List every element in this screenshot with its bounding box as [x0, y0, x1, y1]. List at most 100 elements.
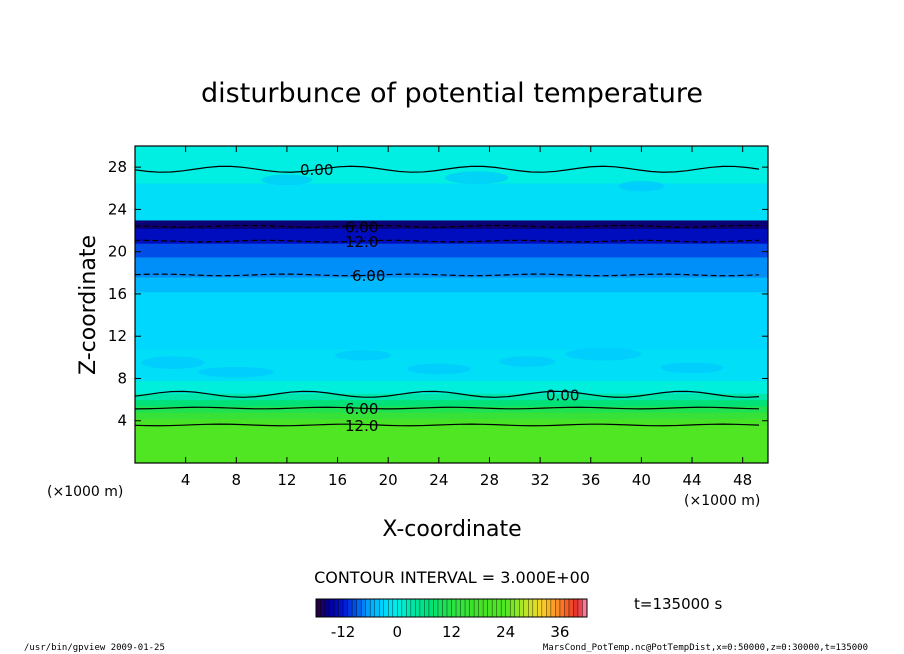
y-tick-label: 24 — [108, 200, 127, 218]
colorbar-cell — [388, 599, 394, 617]
y-axis-ticks: 4 8 12 16 20 24 28 — [108, 158, 768, 430]
colorbar-cell — [415, 599, 421, 617]
colorbar-cell — [523, 599, 529, 617]
band-0 — [135, 424, 768, 463]
band-10 — [135, 256, 768, 278]
colorbar-cell — [492, 599, 497, 617]
x-tick-label: 40 — [632, 471, 651, 489]
colorbar-cell — [370, 599, 376, 617]
contour-line-3 — [135, 273, 760, 277]
colorbar-tick-label: 24 — [496, 623, 515, 641]
noise-patch-6 — [660, 362, 724, 374]
noise-patch-0 — [141, 356, 205, 369]
colorbar-cell — [316, 599, 321, 617]
band-12 — [135, 228, 768, 244]
colorbar-cell — [446, 599, 452, 617]
colorbar-cell — [487, 599, 493, 617]
y-tick-label: 20 — [108, 243, 127, 261]
noise-patch-9 — [618, 180, 665, 192]
x-unit-right: (×1000 m) — [684, 493, 760, 509]
noise-patch-7 — [445, 171, 509, 185]
noise-patch-4 — [499, 356, 556, 367]
noise-patch-5 — [565, 347, 642, 361]
x-tick-label: 28 — [480, 471, 499, 489]
colorbar-cell — [564, 599, 570, 617]
colorbar-cell — [356, 599, 362, 617]
band-13 — [135, 219, 768, 229]
y-tick-label: 12 — [108, 327, 127, 345]
band-14 — [135, 182, 768, 221]
contour-label-4: 12.0 — [345, 233, 378, 251]
colorbar-cell — [374, 599, 380, 617]
colorbar-cell — [555, 599, 561, 617]
colorbar-cell — [406, 599, 412, 617]
colorbar-cell — [546, 599, 552, 617]
contour-label-5: 6.00 — [345, 218, 378, 236]
noise-patch-3 — [407, 363, 471, 375]
colorbar-cell — [528, 599, 534, 617]
colorbar-cell — [334, 599, 339, 617]
colorbar-tick-label: -12 — [331, 623, 356, 641]
band-2 — [135, 412, 768, 420]
x-tick-label: 20 — [379, 471, 398, 489]
footer-right: MarsCond_PotTemp.nc@PotTempDist,x=0:5000… — [543, 643, 868, 653]
x-tick-label: 36 — [581, 471, 600, 489]
colorbar-tick-label: 12 — [442, 623, 461, 641]
colorbar-cell — [469, 599, 475, 617]
y-tick-label: 8 — [117, 369, 127, 387]
band-6 — [135, 380, 768, 394]
colorbar-cell — [401, 599, 407, 617]
colorbar-cell — [519, 599, 525, 617]
colorbar-cell — [442, 599, 448, 617]
colorbar-cell — [532, 599, 538, 617]
colorbar-tick-label: 36 — [550, 623, 569, 641]
noise-patches — [141, 171, 724, 378]
colorbar-cell — [541, 599, 547, 617]
colorbar — [315, 599, 588, 617]
x-tick-label: 48 — [733, 471, 752, 489]
band-1 — [135, 418, 768, 426]
x-axis-label: X-coordinate — [382, 517, 521, 542]
colorbar-cell — [428, 599, 434, 617]
colorbar-cell — [501, 599, 506, 617]
y-tick-label: 28 — [108, 158, 127, 176]
colorbar-cell — [437, 599, 443, 617]
colorbar-cell — [559, 599, 565, 617]
colorbar-cell — [392, 599, 398, 617]
colorbar-cell — [510, 599, 516, 617]
colorbar-cell — [582, 599, 588, 617]
colorbar-cell — [379, 599, 385, 617]
contour-interval-text: CONTOUR INTERVAL = 3.000E+00 — [314, 568, 590, 587]
colorbar-cell — [329, 599, 335, 617]
colorbar-cell — [537, 599, 543, 617]
x-axis-ticks: 4 8 12 16 20 24 28 32 36 40 44 48 — [181, 146, 752, 489]
x-tick-label: 12 — [277, 471, 296, 489]
colorbar-cell — [451, 599, 457, 617]
contour-line-2 — [135, 390, 760, 398]
x-tick-label: 44 — [682, 471, 701, 489]
colorbar-tick-label: 0 — [393, 623, 403, 641]
colorbar-cell — [577, 599, 583, 617]
colorbar-cell — [361, 599, 366, 617]
band-3 — [135, 405, 768, 413]
colorbar-cell — [465, 599, 470, 617]
contour-lines — [135, 165, 760, 427]
colorbar-ticks: -12 0 12 24 36 — [331, 623, 570, 641]
colorbar-cell — [338, 599, 344, 617]
contour-label-3: 6.00 — [352, 267, 385, 285]
colorbar-cell — [483, 599, 488, 617]
x-tick-label: 16 — [328, 471, 347, 489]
x-tick-label: 24 — [429, 471, 448, 489]
colorbar-cell — [496, 599, 502, 617]
colorbar-cell — [320, 599, 326, 617]
chart-title: disturbunce of potential temperature — [201, 78, 703, 109]
colorbar-cell — [514, 599, 520, 617]
y-axis-label: Z-coordinate — [76, 235, 101, 375]
time-label: t=135000 s — [634, 595, 722, 613]
x-tick-label: 8 — [232, 471, 242, 489]
footer-left: /usr/bin/gpview 2009-01-25 — [24, 643, 165, 653]
contour-label-2: 0.00 — [546, 386, 579, 404]
contour-label-6: 0.00 — [300, 161, 333, 179]
